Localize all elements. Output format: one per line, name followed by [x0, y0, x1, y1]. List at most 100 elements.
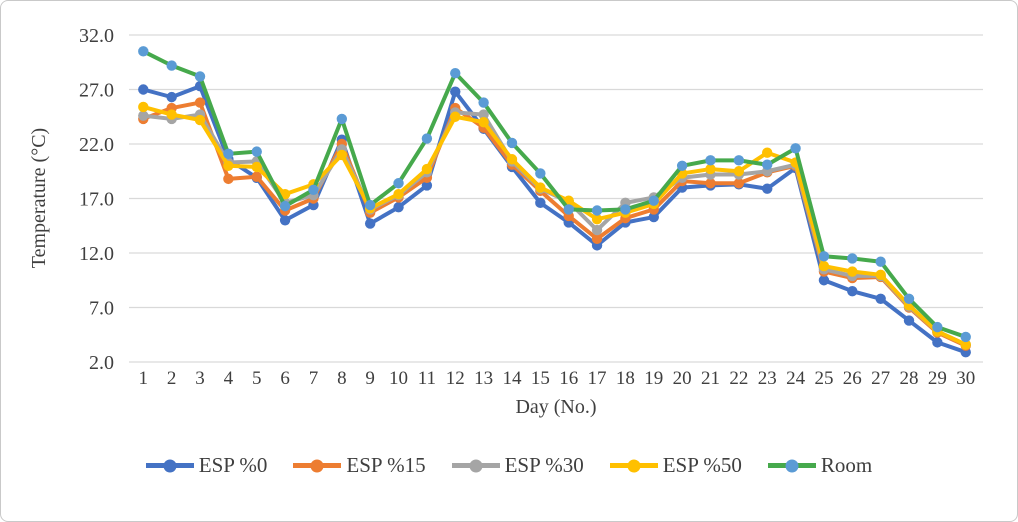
data-point-marker — [506, 154, 518, 165]
data-point-marker — [506, 137, 518, 149]
legend-line-marker-icon — [293, 459, 342, 472]
data-point-marker — [194, 97, 206, 108]
x-axis-tick-labels: 1 2 3 4 5 6 7 8 9 10 11 12 13 14 15 16 17 18 19 20 21 22 23 24 2… — [139, 368, 976, 389]
data-point-marker — [960, 331, 971, 343]
legend-dot-icon — [785, 459, 799, 472]
data-point-marker — [960, 339, 971, 350]
series-line — [141, 100, 968, 348]
data-point-marker — [535, 197, 546, 209]
data-point-marker — [223, 173, 234, 185]
data-point-marker — [762, 147, 773, 158]
data-point-marker — [166, 91, 177, 103]
data-point-marker — [648, 195, 659, 206]
data-point-marker — [194, 71, 206, 82]
legend-item-esp-0: ESP %0 — [145, 453, 267, 478]
x-axis-title: Day (No.) — [515, 396, 596, 418]
temperature-line-chart: 32.027.022.017.012.07.02.0 1 2 3 4 5 6 7 8 9 10 11… — [28, 25, 983, 418]
series-line — [141, 110, 968, 347]
data-point-marker — [875, 256, 886, 267]
data-point-marker — [705, 163, 716, 175]
data-point-marker — [478, 97, 489, 108]
legend-item-room: Room — [767, 453, 873, 478]
data-point-marker — [932, 337, 943, 348]
data-point-marker — [733, 166, 745, 177]
x-tick-label: 10 — [389, 368, 408, 389]
series-line — [141, 104, 968, 347]
data-point-marker — [450, 111, 461, 122]
data-point-marker — [308, 184, 319, 195]
x-tick-label: 6 — [280, 368, 290, 389]
x-tick-label: 3 — [195, 368, 205, 389]
x-tick-label: 17 — [588, 368, 607, 389]
data-point-marker — [847, 266, 858, 277]
x-tick-label: 24 — [786, 368, 806, 389]
x-tick-label: 15 — [531, 368, 550, 389]
plot-series — [138, 46, 971, 358]
data-point-marker — [138, 46, 149, 57]
x-tick-label: 4 — [224, 368, 234, 389]
data-point-marker — [818, 260, 830, 272]
y-tick-label: 32.0 — [79, 25, 114, 47]
y-tick-label: 2.0 — [89, 352, 114, 374]
series-line — [141, 84, 968, 355]
data-point-marker — [364, 199, 376, 211]
data-point-marker — [336, 113, 348, 125]
legend-dot-icon — [163, 459, 177, 472]
data-point-marker — [478, 117, 489, 128]
legend-item-esp-30: ESP %30 — [451, 453, 584, 478]
x-tick-label: 21 — [701, 368, 720, 389]
data-point-marker — [875, 269, 886, 280]
data-point-marker — [903, 293, 915, 304]
legend-dot-icon — [627, 459, 641, 472]
data-point-marker — [648, 211, 659, 223]
data-point-marker — [818, 251, 830, 262]
data-point-marker — [450, 86, 461, 97]
y-tick-label: 22.0 — [79, 134, 114, 156]
data-point-marker — [279, 188, 291, 200]
data-point-marker — [138, 110, 149, 121]
data-point-marker — [591, 214, 603, 225]
x-tick-label: 9 — [365, 368, 375, 389]
data-point-marker — [591, 224, 603, 236]
x-tick-label: 28 — [900, 368, 919, 389]
legend-item-esp-15: ESP %15 — [293, 453, 426, 478]
data-point-marker — [450, 67, 461, 79]
data-point-marker — [393, 178, 404, 189]
chart-legend: ESP %0 ESP %15 ESP %30 ESP %50 Room — [1, 453, 1017, 478]
data-point-marker — [733, 155, 745, 166]
data-point-marker — [591, 233, 603, 245]
legend-label: ESP %50 — [662, 453, 742, 477]
data-point-marker — [875, 293, 886, 304]
data-point-marker — [535, 182, 546, 193]
y-axis-title: Temperature (°C) — [28, 128, 50, 268]
data-point-marker — [705, 155, 716, 166]
legend-line-marker-icon — [145, 459, 194, 472]
x-tick-label: 20 — [673, 368, 692, 389]
legend-label: ESP %15 — [346, 453, 426, 477]
data-point-marker — [364, 218, 376, 229]
legend-label: Room — [820, 453, 873, 477]
x-tick-label: 30 — [956, 368, 975, 389]
data-point-marker — [393, 188, 404, 200]
gridlines — [129, 34, 983, 363]
data-point-marker — [762, 183, 773, 194]
data-point-marker — [818, 275, 830, 286]
data-point-marker — [563, 204, 574, 215]
data-point-marker — [223, 148, 234, 160]
data-point-marker — [393, 202, 404, 213]
y-tick-label: 27.0 — [79, 80, 114, 102]
y-axis-tick-labels: 32.0 27.0 22.0 17.0 12.0 7.0 2.0 — [79, 25, 114, 374]
data-point-marker — [251, 171, 262, 182]
data-point-marker — [705, 178, 716, 189]
data-point-marker — [194, 114, 206, 126]
x-tick-label: 13 — [474, 368, 493, 389]
legend-dot-icon — [469, 459, 483, 472]
data-point-marker — [733, 178, 745, 189]
x-tick-label: 22 — [729, 368, 748, 389]
x-tick-label: 7 — [309, 368, 319, 389]
legend-label: ESP %30 — [504, 453, 584, 477]
data-point-marker — [790, 143, 801, 154]
data-point-marker — [847, 253, 858, 264]
legend-dot-icon — [310, 459, 324, 472]
